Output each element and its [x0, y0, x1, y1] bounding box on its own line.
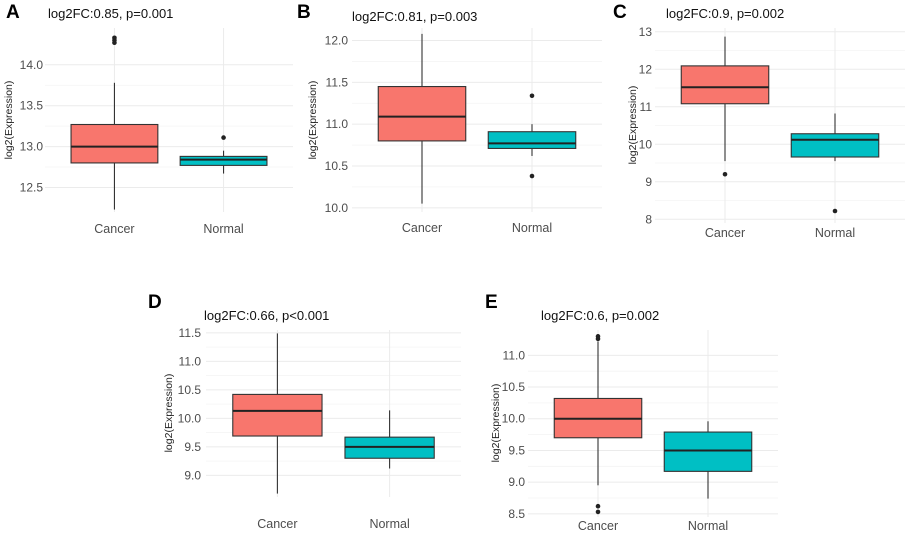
outlier-point	[529, 93, 535, 99]
x-category-label: Cancer	[578, 519, 618, 533]
y-tick-label: 10	[639, 137, 653, 151]
y-tick-label: 12.5	[20, 180, 44, 194]
iqr-box	[232, 393, 323, 437]
panel-letter: A	[6, 2, 20, 23]
panel-letter: B	[297, 2, 311, 23]
panel-title: log2FC:0.66, p<0.001	[204, 308, 329, 323]
x-category-label: Normal	[512, 221, 552, 235]
outlier-point	[595, 509, 601, 515]
outlier-point	[112, 35, 117, 41]
box-cancer	[377, 33, 467, 204]
y-tick-label: 12.0	[325, 34, 349, 48]
y-tick-label: 10.0	[178, 411, 202, 425]
x-category-label: Cancer	[94, 222, 134, 236]
outlier-point	[529, 173, 535, 179]
y-tick-label: 11	[640, 100, 653, 114]
iqr-box	[377, 85, 467, 142]
panel-title: log2FC:0.81, p=0.003	[352, 9, 477, 24]
panel-letter: D	[148, 292, 162, 313]
x-category-label: Cancer	[705, 226, 745, 240]
y-tick-label: 9	[645, 175, 652, 189]
y-tick-label: 9.5	[184, 440, 201, 454]
y-tick-label: 13	[639, 25, 653, 39]
box-normal	[179, 135, 268, 174]
x-category-label: Normal	[688, 519, 728, 533]
iqr-box	[487, 131, 577, 149]
y-tick-label: 10.0	[502, 412, 526, 426]
y-tick-label: 11.5	[179, 326, 202, 340]
iqr-box	[680, 65, 770, 105]
y-tick-label: 9.5	[508, 443, 525, 457]
iqr-box	[179, 155, 268, 166]
y-tick-label: 11.5	[326, 75, 349, 89]
box-normal	[344, 410, 435, 469]
box-cancer	[680, 36, 770, 177]
panel-letter: E	[485, 292, 498, 313]
outlier-point	[722, 171, 728, 177]
y-tick-label: 9.0	[508, 475, 525, 489]
box-cancer	[70, 35, 159, 210]
box-cancer	[232, 333, 323, 494]
iqr-box	[663, 431, 753, 472]
outlier-point	[221, 135, 226, 140]
y-axis-title: log2(Expression)	[3, 81, 15, 160]
panel-title: log2FC:0.85, p=0.001	[48, 6, 173, 21]
y-tick-label: 11.0	[326, 117, 349, 131]
y-tick-label: 9.0	[184, 468, 201, 482]
y-axis-title: log2(Expression)	[627, 86, 639, 165]
box-cancer	[553, 334, 643, 515]
y-tick-label: 13.5	[20, 99, 44, 113]
panel-title: log2FC:0.9, p=0.002	[666, 6, 784, 21]
box-normal	[487, 93, 577, 179]
y-tick-label: 11.0	[179, 354, 202, 368]
gridlines	[45, 28, 293, 212]
y-axis-title: log2(Expression)	[163, 374, 175, 453]
y-tick-label: 10.5	[325, 159, 349, 173]
x-category-label: Normal	[815, 226, 855, 240]
box-normal	[790, 113, 880, 214]
y-tick-label: 10.5	[502, 380, 526, 394]
y-tick-label: 14.0	[20, 58, 44, 72]
outlier-point	[832, 208, 838, 214]
x-category-label: Normal	[369, 517, 409, 531]
x-category-label: Normal	[203, 222, 243, 236]
y-tick-label: 12	[639, 62, 653, 76]
x-category-label: Cancer	[257, 517, 297, 531]
y-tick-label: 13.0	[20, 140, 44, 154]
gridlines	[655, 28, 905, 223]
y-axis-title: log2(Expression)	[490, 384, 502, 463]
outlier-point	[595, 334, 601, 339]
iqr-box	[790, 133, 880, 158]
panel-title: log2FC:0.6, p=0.002	[541, 308, 659, 323]
iqr-box	[70, 123, 159, 164]
y-tick-label: 10.5	[178, 383, 202, 397]
panel-letter: C	[613, 2, 627, 23]
box-normal	[663, 421, 753, 499]
y-tick-label: 8.5	[508, 507, 525, 521]
y-axis-title: log2(Expression)	[307, 81, 319, 160]
y-tick-label: 10.0	[325, 201, 349, 215]
x-category-label: Cancer	[402, 221, 442, 235]
y-tick-label: 8	[645, 212, 652, 226]
y-tick-label: 11.0	[503, 348, 526, 362]
outlier-point	[595, 503, 601, 509]
